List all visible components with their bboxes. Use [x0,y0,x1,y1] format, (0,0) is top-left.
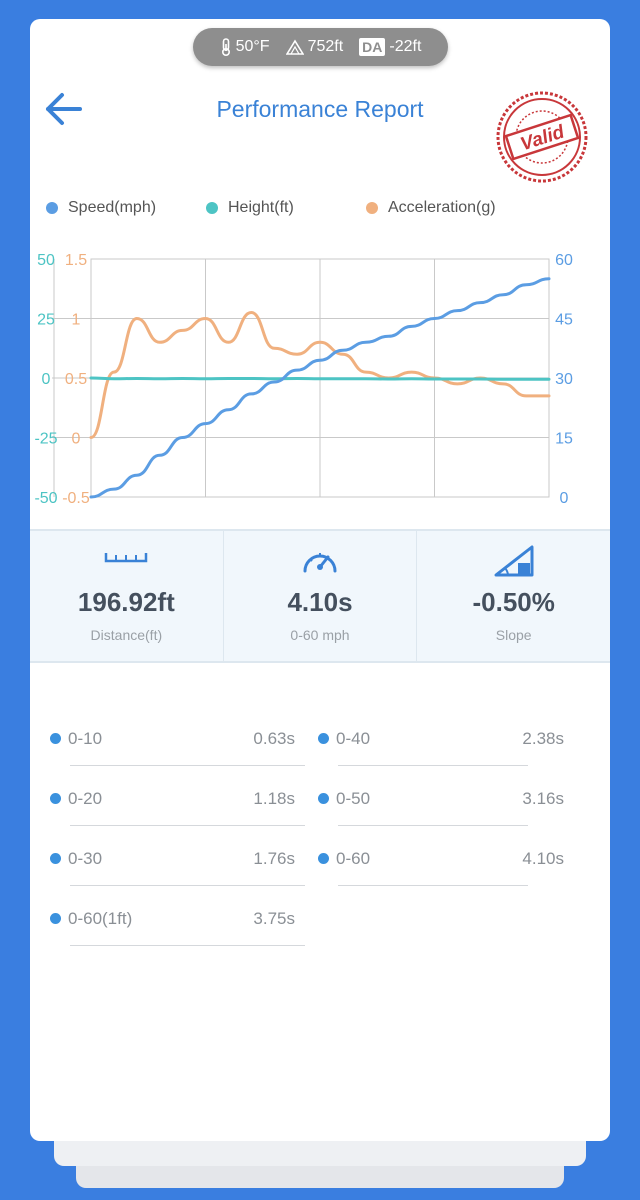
conditions-pill: 50°F 752ft DA -22ft [193,28,448,66]
split-divider [70,825,305,826]
chart-legend: Speed(mph) Height(ft) Acceleration(g) [46,199,606,223]
split-row: 0-30 1.76s [50,835,305,895]
split-time: 1.18s [253,789,295,808]
slope-value: -0.50% [472,587,555,617]
split-row: 0-40 2.38s [318,715,564,775]
split-name: 0-60 [336,849,371,868]
split-name: 0-40 [336,729,371,748]
distance-value: 196.92ft [77,587,175,617]
page-title: Performance Report [216,96,424,122]
split-row: 0-20 1.18s [50,775,305,835]
slope-label: Slope [495,627,532,643]
chart-ticks: 50 25 0 -25 -50 1.5 1 0.5 0 -0.5 60 45 30 15 0 [34,252,573,507]
chart-tick-label-acceleration: 1.5 [65,252,87,269]
chart-tick-label-acceleration: 1 [72,312,81,329]
chart-tick-label-height: 0 [42,371,51,388]
stat-slope: -0.50% Slope [416,531,610,661]
split-name: 0-50 [336,789,371,808]
split-bullet [50,793,61,804]
split-times-list: 0-10 0.63s 0-20 1.18s 0-30 1.76s 0-60(1f… [30,695,610,955]
split-row: 0-10 0.63s [50,715,305,775]
card-stack-shadow [54,1136,586,1166]
split-name: 0-20 [68,789,103,808]
split-row: 0-60(1ft) 3.75s [50,895,305,955]
split-row: 0-50 3.16s [318,775,564,835]
zero-to-sixty-label: 0-60 mph [290,627,350,643]
speedometer-icon [303,553,337,573]
legend-item-speed: Speed(mph) [46,199,156,217]
chart-tick-label-speed: 15 [555,431,573,448]
legend-label-height: Height(ft) [228,199,294,216]
chart-tick-label-height: 50 [37,252,55,269]
split-bullet [318,793,329,804]
split-row: 0-60 4.10s [318,835,564,895]
temperature-segment: 50°F [220,38,270,56]
chart-tick-label-height: -25 [34,431,57,448]
split-time: 2.38s [522,729,564,748]
ruler-icon [105,553,148,563]
legend-label-acceleration: Acceleration(g) [388,199,496,216]
series-line-speed-mph [89,277,551,499]
split-divider [70,885,305,886]
legend-label-speed: Speed(mph) [68,199,157,216]
density-altitude-value: -22ft [389,38,422,55]
distance-label: Distance(ft) [90,627,163,643]
split-divider [338,765,528,766]
legend-item-height: Height(ft) [206,199,294,217]
stat-distance: 196.92ft Distance(ft) [30,531,223,661]
slope-icon [494,545,534,577]
split-name: 0-60(1ft) [68,909,133,928]
legend-swatch-speed [46,202,58,214]
stats-row: 196.92ft Distance(ft) 4.10s 0-60 mph -0.… [30,529,610,663]
split-bullet [50,913,61,924]
split-bullet [50,733,61,744]
split-time: 1.76s [253,849,295,868]
elevation-segment: 752ft [285,38,344,56]
chart-tick-label-height: -50 [34,490,57,507]
chart-tick-label-height: 25 [37,312,55,329]
density-altitude-segment: DA -22ft [359,38,421,56]
split-divider [338,885,528,886]
legend-swatch-acceleration [366,202,378,214]
split-divider [70,765,305,766]
chart-tick-label-acceleration: 0.5 [65,371,87,388]
split-bullet [318,733,329,744]
chart-tick-label-speed: 30 [555,371,573,388]
valid-stamp-icon: Valid [496,91,588,183]
da-badge: DA [359,38,386,56]
elevation-value: 752ft [307,38,344,55]
chart-lines [89,277,551,499]
legend-swatch-height [206,202,218,214]
split-bullet [50,853,61,864]
report-card: 50°F 752ft DA -22ft Performance Report V… [30,19,610,1141]
split-divider [70,945,305,946]
mountain-icon [285,39,304,55]
split-bullet [318,853,329,864]
chart-tick-label-acceleration: 0 [72,431,81,448]
back-arrow-icon[interactable] [44,91,84,127]
temperature-value: 50°F [235,38,270,55]
split-divider [338,825,528,826]
split-name: 0-30 [68,849,103,868]
performance-chart: 50 25 0 -25 -50 1.5 1 0.5 0 -0.5 60 45 30 15 0 [34,252,573,507]
split-time: 3.75s [253,909,295,928]
split-time: 0.63s [253,729,295,748]
split-time: 4.10s [522,849,564,868]
chart-tick-label-acceleration: -0.5 [62,490,90,507]
split-time: 3.16s [522,789,564,808]
thermometer-icon [221,38,230,56]
chart-tick-label-speed: 0 [560,490,569,507]
chart-tick-label-speed: 45 [555,312,573,329]
split-name: 0-10 [68,729,103,748]
legend-item-acceleration: Acceleration(g) [366,199,496,217]
stat-zero-to-sixty: 4.10s 0-60 mph [222,531,417,661]
chart-tick-label-speed: 60 [555,252,573,269]
zero-to-sixty-value: 4.10s [287,587,353,617]
series-line-height-ft [89,376,551,381]
